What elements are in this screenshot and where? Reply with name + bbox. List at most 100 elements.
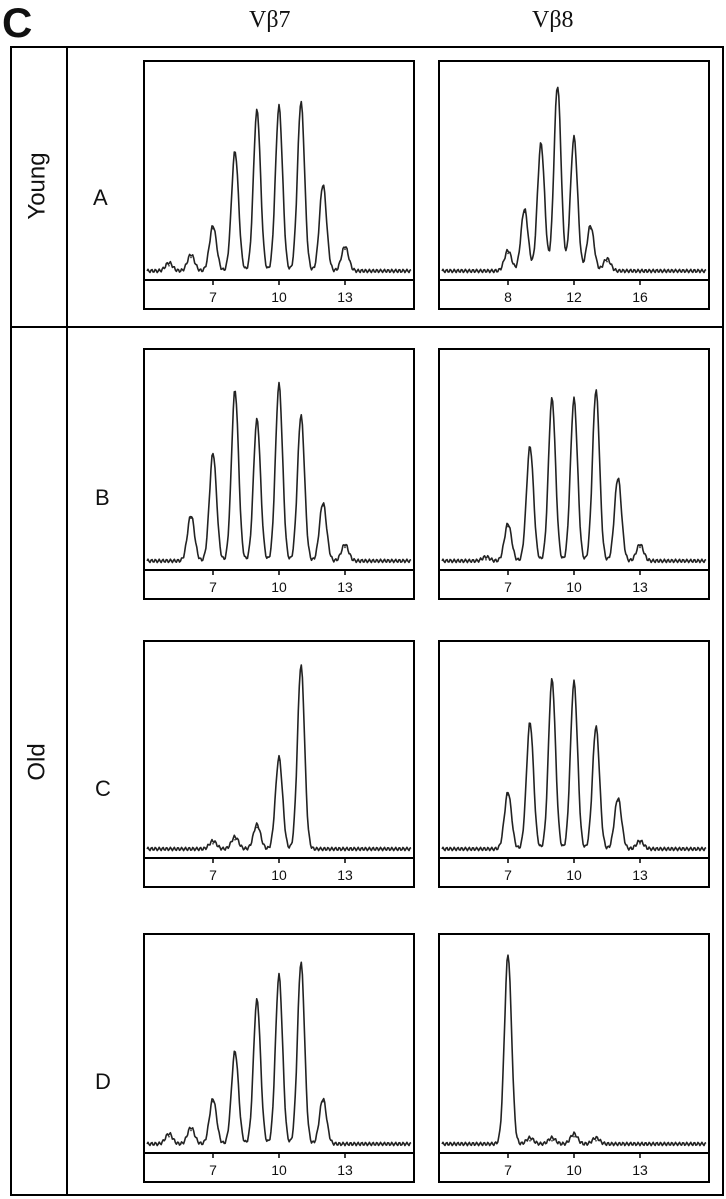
spectratype-d-vb8: 7 10 13 (438, 933, 710, 1183)
peak-point (234, 839, 236, 841)
peak-point (485, 559, 487, 561)
spectratype-a-vb8: 8 12 16 (438, 60, 710, 310)
peak-point (234, 1053, 236, 1056)
peak-point (212, 843, 214, 845)
peak-point (606, 260, 608, 263)
peak-point (573, 139, 575, 141)
spectratype-trace (441, 389, 707, 564)
x-tick-label: 7 (504, 867, 512, 883)
spectratype-b-vb7: 7 10 13 (143, 348, 415, 600)
peak-point (212, 227, 214, 230)
peak-point (300, 104, 302, 106)
peak-point (300, 964, 302, 967)
panel-letter: C (2, 0, 33, 46)
peak-point (322, 1100, 324, 1103)
x-tick-label: 13 (632, 867, 648, 883)
spectratype-trace (441, 677, 707, 852)
peak-point (617, 480, 619, 482)
spectratype-c-vb8: 7 10 13 (438, 640, 710, 888)
row-label-a: A (93, 185, 108, 210)
peak-point (540, 145, 542, 148)
peak-point (190, 256, 192, 259)
peak-point (168, 265, 170, 267)
peak-point (278, 386, 280, 388)
x-tick-label: 7 (504, 1162, 512, 1178)
spectratype-trace (441, 86, 707, 274)
x-tick-label: 13 (337, 1162, 353, 1178)
peak-point (589, 227, 592, 230)
peak-point (595, 392, 597, 395)
x-tick-label: 13 (632, 579, 648, 595)
peak-point (278, 977, 280, 979)
panel-frame (143, 348, 415, 600)
group-label-old: Old (23, 743, 51, 781)
peak-point (523, 211, 526, 213)
peak-point (507, 252, 509, 255)
x-tick-label: 10 (271, 579, 287, 595)
x-tick-label: 7 (209, 579, 217, 595)
peak-point (300, 667, 302, 670)
panel-frame (438, 933, 710, 1183)
peak-point (595, 728, 597, 731)
peak-point (529, 448, 531, 451)
spectratype-trace (146, 664, 412, 852)
peak-point (168, 1135, 170, 1138)
x-tick-label: 10 (566, 1162, 582, 1178)
spectratype-trace (146, 100, 412, 274)
peak-point (551, 1140, 553, 1142)
group-label-young: Young (24, 152, 52, 220)
panel-frame (438, 60, 710, 310)
peak-point (551, 681, 553, 684)
peak-point (617, 800, 619, 802)
peak-point (573, 683, 575, 686)
peak-point (190, 517, 192, 519)
x-tick-label: 10 (566, 579, 582, 595)
peak-point (212, 1100, 214, 1103)
x-tick-label: 12 (566, 289, 582, 305)
peak-point (529, 724, 531, 727)
x-tick-label: 10 (271, 867, 287, 883)
peak-point (639, 546, 641, 549)
spectratype-trace (441, 954, 707, 1147)
peak-point (256, 421, 258, 424)
peak-point (507, 525, 509, 528)
spectratype-trace (146, 381, 412, 564)
peak-point (322, 505, 324, 507)
peak-point (256, 826, 258, 829)
spectratype-a-vb7: 7 10 13 (143, 60, 415, 310)
column-header-vb8: Vβ8 (532, 7, 574, 33)
peak-point (256, 112, 258, 115)
x-tick-label: 10 (271, 1162, 287, 1178)
x-tick-label: 8 (504, 289, 512, 305)
x-tick-label: 10 (271, 289, 287, 305)
peak-point (278, 759, 280, 761)
figure-frame (10, 46, 724, 1196)
peak-point (278, 108, 280, 110)
group-divider (10, 326, 724, 328)
x-tick-label: 10 (566, 867, 582, 883)
peak-point (556, 87, 559, 90)
peak-point (344, 248, 346, 251)
peak-point (212, 455, 214, 457)
peak-point (573, 401, 575, 403)
peak-point (344, 546, 346, 549)
peak-point (639, 843, 641, 845)
spectratype-b-vb8: 7 10 13 (438, 348, 710, 600)
peak-point (507, 794, 509, 796)
row-label-d: D (95, 1069, 111, 1094)
peak-point (322, 186, 324, 189)
x-tick-label: 7 (209, 1162, 217, 1178)
x-tick-label: 7 (209, 289, 217, 305)
x-tick-label: 13 (632, 1162, 648, 1178)
peak-point (573, 1135, 575, 1138)
column-header-vb7: Vβ7 (249, 7, 291, 33)
peak-point (551, 401, 553, 403)
spectratype-c-vb7: 7 10 13 (143, 640, 415, 888)
panel-frame (143, 640, 415, 888)
x-tick-label: 7 (209, 867, 217, 883)
peak-point (234, 153, 236, 156)
x-tick-label: 16 (632, 289, 648, 305)
peak-point (256, 1002, 258, 1004)
peak-point (529, 1140, 531, 1142)
label-column-divider (66, 46, 68, 1196)
